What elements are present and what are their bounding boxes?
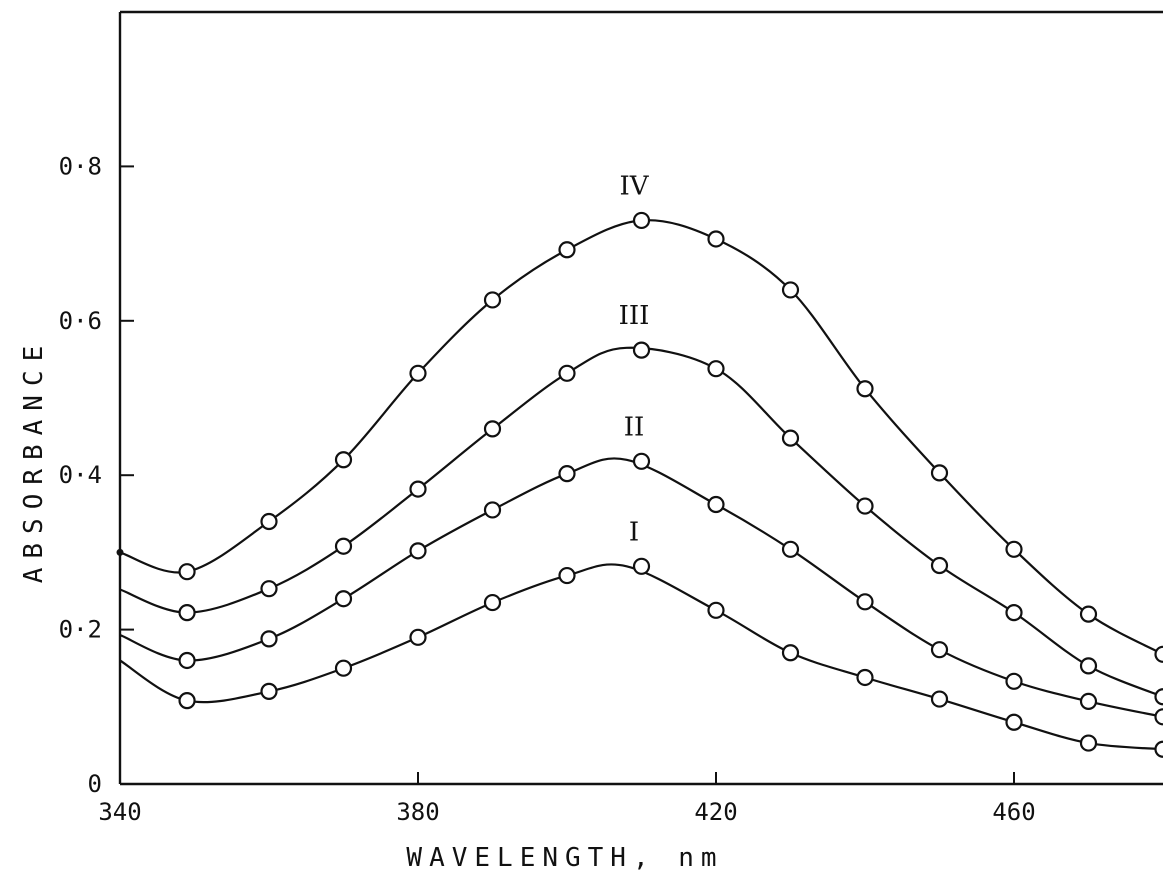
- x-tick-label: 460: [992, 798, 1035, 826]
- data-point: [1079, 605, 1098, 623]
- data-point: [409, 628, 427, 646]
- data-point: [1154, 708, 1163, 726]
- data-point: [856, 593, 874, 611]
- data-point: [1154, 645, 1163, 663]
- data-point: [483, 501, 502, 519]
- y-axis-ticks: 0 0·2 0·4 0·6 0·8: [59, 152, 134, 798]
- data-point: [334, 451, 353, 469]
- axis-start-dot: [116, 548, 124, 556]
- data-point: [856, 380, 874, 398]
- data-point: [558, 241, 576, 259]
- data-point: [930, 464, 949, 482]
- data-point: [632, 452, 651, 470]
- data-point: [781, 429, 800, 447]
- data-point: [930, 641, 949, 659]
- data-point: [1079, 734, 1098, 752]
- data-point: [409, 480, 427, 498]
- series-line-II: [119, 457, 1163, 718]
- x-tick-label: 420: [694, 798, 737, 826]
- data-point: [632, 211, 651, 230]
- data-point: [781, 540, 800, 558]
- y-tick-label: 0·6: [59, 307, 102, 335]
- series-label: II: [624, 412, 645, 442]
- data-point: [483, 420, 502, 438]
- data-point: [930, 690, 949, 708]
- data-point: [632, 341, 651, 359]
- data-point: [558, 364, 576, 382]
- series-points: [116, 211, 1163, 758]
- data-point: [260, 682, 278, 700]
- data-point: [707, 230, 725, 248]
- data-point: [409, 364, 427, 382]
- series-curves: [119, 219, 1163, 751]
- data-point: [260, 580, 278, 598]
- data-point: [707, 495, 725, 514]
- series-label: III: [619, 301, 650, 331]
- data-point: [558, 566, 576, 585]
- y-axis-title: ABSORBANCE: [19, 337, 49, 584]
- data-point: [632, 557, 651, 575]
- x-tick-label: 380: [396, 798, 439, 826]
- data-point: [409, 542, 427, 560]
- data-point: [558, 465, 576, 483]
- y-tick-label: 0·8: [59, 152, 102, 180]
- series-label: IV: [620, 171, 650, 201]
- y-tick-label: 0·2: [59, 616, 102, 644]
- data-point: [178, 651, 196, 670]
- data-point: [930, 556, 949, 575]
- data-point: [1154, 688, 1163, 706]
- data-point: [334, 537, 353, 555]
- data-point: [178, 563, 196, 581]
- x-tick-label: 340: [98, 798, 141, 826]
- plot-frame: [118, 10, 1163, 786]
- data-point: [856, 497, 874, 515]
- data-point: [483, 593, 502, 612]
- data-point: [483, 291, 502, 309]
- series-label: I: [629, 517, 639, 547]
- data-point: [1005, 604, 1023, 622]
- y-tick-label: 0·4: [59, 461, 102, 489]
- x-axis-title: WAVELENGTH, nm: [406, 843, 723, 873]
- data-point: [1154, 740, 1163, 758]
- data-point: [1079, 692, 1098, 710]
- data-point: [1005, 672, 1023, 690]
- data-point: [1079, 657, 1098, 675]
- y-tick-label: 0: [88, 770, 102, 798]
- data-point: [178, 692, 196, 710]
- data-point: [707, 601, 725, 619]
- series-line-I: [119, 563, 1163, 751]
- data-point: [260, 630, 278, 648]
- data-point: [334, 590, 353, 608]
- x-axis-ticks: 340 380 420 460: [98, 772, 1036, 826]
- data-point: [1005, 713, 1023, 731]
- data-point: [260, 512, 278, 531]
- data-point: [781, 281, 800, 299]
- data-point: [334, 659, 353, 677]
- data-point: [178, 604, 196, 622]
- data-point: [707, 360, 725, 378]
- data-point: [856, 668, 874, 687]
- data-point: [1005, 540, 1023, 558]
- data-point: [781, 644, 800, 662]
